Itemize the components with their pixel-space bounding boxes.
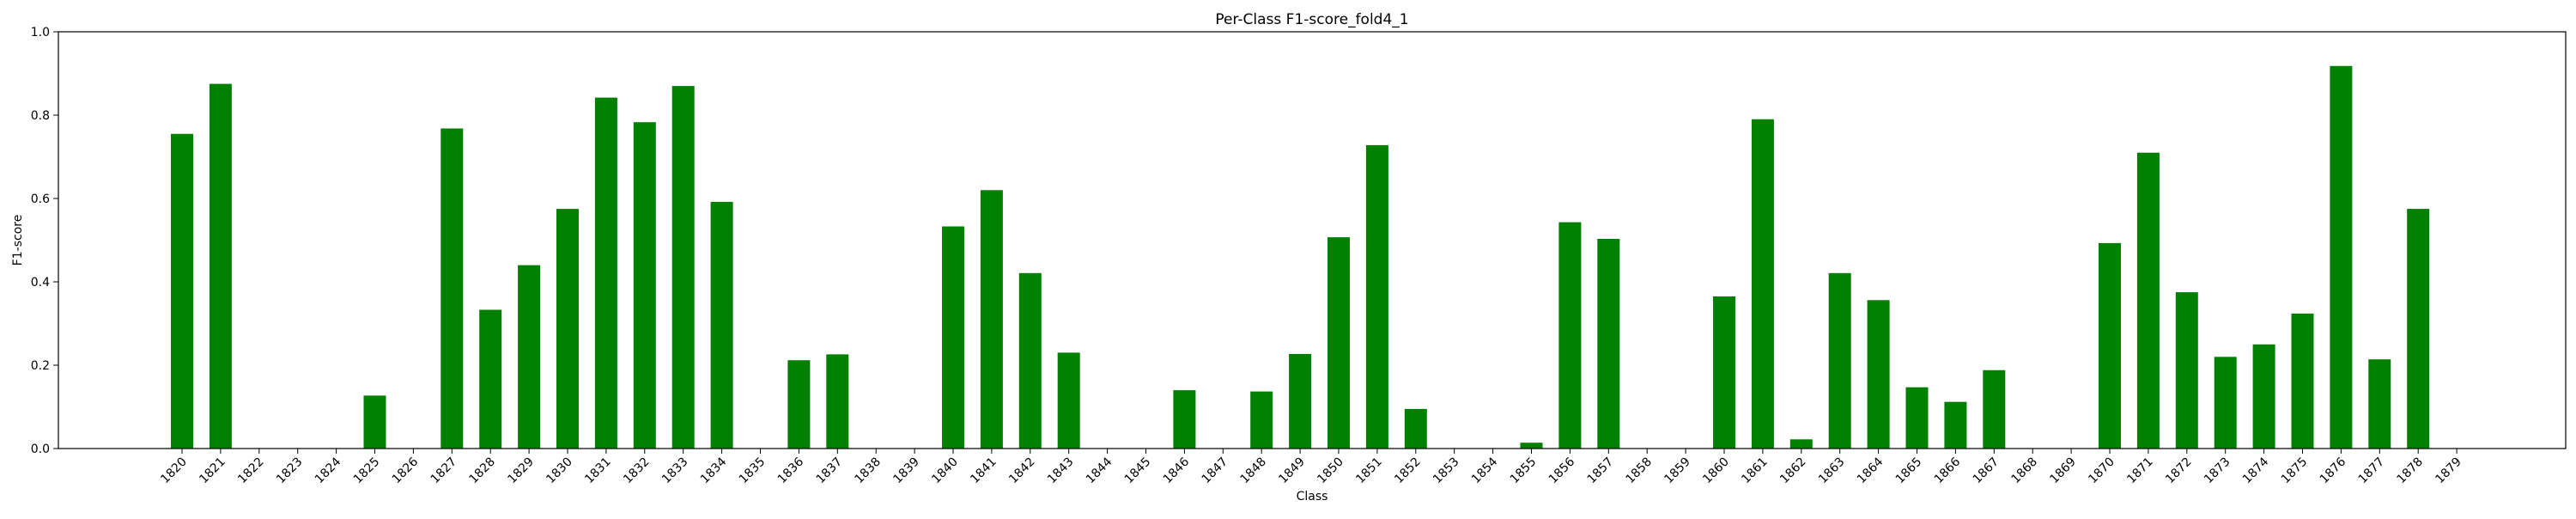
bar-1877 <box>2368 359 2391 449</box>
bar-1851 <box>1365 144 1388 449</box>
bar-1878 <box>2407 209 2430 449</box>
bar-1825 <box>363 395 386 449</box>
bar-1865 <box>1905 387 1929 449</box>
x-axis-label: Class <box>1297 490 1328 504</box>
bar-1875 <box>2291 313 2314 449</box>
bar-1873 <box>2214 357 2237 449</box>
bar-1831 <box>594 97 617 449</box>
bar-1874 <box>2252 344 2275 449</box>
bar-1834 <box>710 201 733 449</box>
bar-1856 <box>1558 222 1582 449</box>
bar-1827 <box>440 128 464 449</box>
bar-1830 <box>556 209 579 449</box>
y-tick-label: 0.8 <box>31 109 50 123</box>
bar-1833 <box>671 86 695 449</box>
chart-title: Per-Class F1-score_fold4_1 <box>1215 11 1408 28</box>
y-tick-label: 0.0 <box>31 443 50 456</box>
bar-1846 <box>1173 390 1196 449</box>
y-tick-label: 1.0 <box>31 26 50 40</box>
bar-1843 <box>1057 352 1080 449</box>
bar-1820 <box>171 133 193 449</box>
bar-1876 <box>2330 65 2353 449</box>
bar-1852 <box>1404 408 1427 449</box>
bar-1864 <box>1867 300 1890 449</box>
y-ticks: 0.0 0.2 0.4 0.6 0.8 1.0 <box>31 26 58 456</box>
bar-1837 <box>826 354 849 449</box>
bar-1848 <box>1250 391 1273 449</box>
bar-1828 <box>479 309 502 449</box>
bar-1870 <box>2099 242 2121 449</box>
bar-1866 <box>1944 401 1967 449</box>
bar-1836 <box>787 360 811 449</box>
bar-1872 <box>2175 292 2198 449</box>
bar-1863 <box>1828 272 1851 449</box>
bar-1821 <box>209 83 232 449</box>
bar-1871 <box>2136 152 2160 449</box>
bars-layer <box>171 65 2430 449</box>
y-axis-label: F1-score <box>11 215 25 266</box>
bar-1842 <box>1018 272 1042 449</box>
bar-1849 <box>1289 353 1312 449</box>
bar-1855 <box>1520 443 1543 449</box>
y-tick-label: 0.6 <box>31 192 50 206</box>
bar-1850 <box>1327 237 1350 449</box>
bar-1829 <box>518 265 541 449</box>
plot-frame <box>58 31 2567 449</box>
bar-1860 <box>1713 296 1735 449</box>
bar-1832 <box>633 122 656 449</box>
bar-1841 <box>980 190 1003 449</box>
bar-1862 <box>1789 439 1813 449</box>
bar-1857 <box>1597 239 1620 449</box>
bar-1861 <box>1751 119 1774 449</box>
y-tick-label: 0.2 <box>31 359 50 373</box>
y-tick-label: 0.4 <box>31 276 50 290</box>
bar-1867 <box>1983 369 2006 449</box>
bar-1840 <box>942 226 964 449</box>
